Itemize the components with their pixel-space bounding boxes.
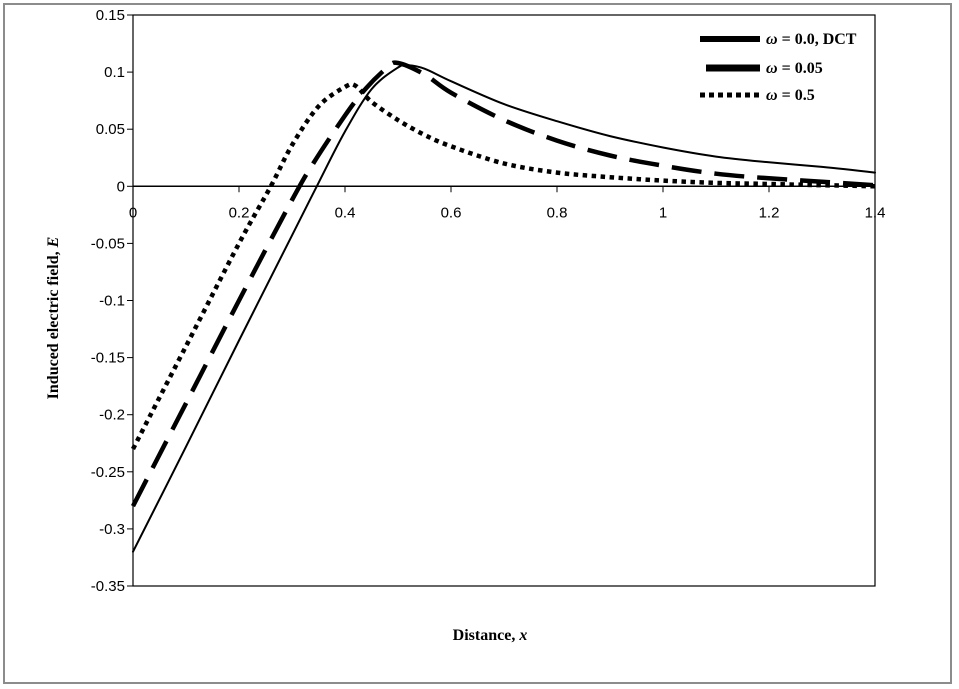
y-axis-title: Induced electric field, E	[45, 237, 62, 400]
y-axis: 0.15 0.1 0.05 0 -0.05 -0.1 -0.15 -0.2 -0.25 -0.3 -…	[91, 7, 133, 595]
x-tick-label: 0.4	[335, 204, 356, 221]
x-axis-title: Distance, x	[453, 627, 528, 644]
y-tick-label: 0.05	[96, 121, 125, 138]
legend-value: = 0.0, DCT	[778, 31, 857, 48]
series-layer	[130, 60, 876, 553]
y-axis-title-variable: E	[45, 237, 62, 249]
series-line-2	[130, 60, 876, 508]
x-axis: 0 0.2 0.4 0.6 0.8 1 1.2 1.4	[129, 186, 886, 221]
legend-value: = 0.05	[778, 60, 823, 77]
x-tick-label: 0	[129, 204, 137, 221]
x-tick-label: 1	[659, 204, 667, 221]
legend-symbol: ω	[766, 31, 778, 48]
y-tick-label: -0.25	[91, 464, 125, 481]
y-tick-label: -0.35	[91, 578, 125, 595]
legend-symbol: ω	[766, 87, 778, 104]
x-tick-label: 1.4	[865, 204, 886, 221]
legend-label-3: ω = 0.5	[766, 87, 815, 104]
x-tick-label: 0.6	[441, 204, 462, 221]
legend-label-1: ω = 0.0, DCT	[766, 31, 857, 48]
y-tick-label: -0.1	[99, 293, 125, 310]
x-tick-label: 0.8	[547, 204, 568, 221]
y-axis-title-text: Induced electric field,	[45, 247, 62, 399]
figure-frame	[3, 3, 952, 684]
y-tick-label: 0.1	[104, 64, 125, 81]
x-axis-title-text: Distance,	[453, 627, 520, 644]
legend-value: = 0.5	[778, 87, 815, 104]
y-tick-label: -0.15	[91, 350, 125, 367]
y-tick-label: -0.3	[99, 521, 125, 538]
y-tick-label: 0	[117, 178, 125, 195]
plot-border	[132, 14, 876, 587]
y-tick-label: 0.15	[96, 7, 125, 24]
y-tick-label: -0.05	[91, 235, 125, 252]
series-line-3	[130, 81, 876, 451]
y-tick-label: -0.2	[99, 407, 125, 424]
x-axis-title-variable: x	[518, 627, 527, 644]
legend-label-2: ω = 0.05	[766, 60, 823, 77]
series-line-1	[132, 63, 876, 553]
x-tick-label: 0.2	[229, 204, 250, 221]
x-tick-label: 1.2	[759, 204, 780, 221]
plot-area	[132, 14, 876, 587]
legend-symbol: ω	[766, 60, 778, 77]
